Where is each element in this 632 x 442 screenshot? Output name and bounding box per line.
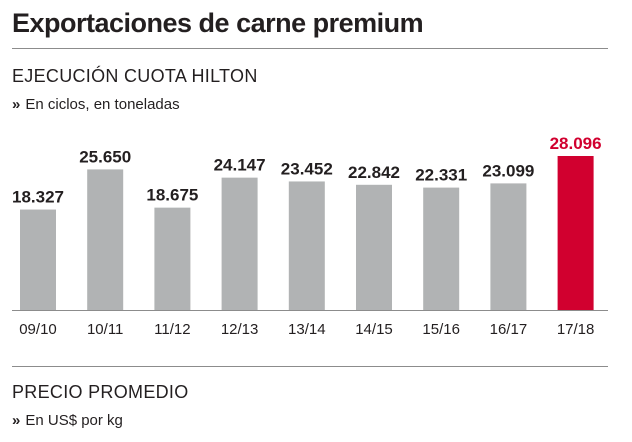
value-label: 18.675 bbox=[146, 186, 198, 205]
value-label: 24.147 bbox=[214, 156, 266, 175]
bar-chart: 18.327 09/10 25.650 10/11 18.675 11/12 24.147 1… bbox=[12, 134, 608, 338]
section-divider bbox=[12, 366, 608, 367]
category-label: 11/12 bbox=[154, 321, 190, 338]
section-title-precio: PRECIO PROMEDIO bbox=[12, 382, 189, 402]
bar-17-18 bbox=[557, 156, 594, 310]
value-label: 28.096 bbox=[550, 134, 602, 153]
title-divider bbox=[12, 48, 608, 49]
category-label: 15/16 bbox=[422, 321, 460, 338]
value-label: 25.650 bbox=[79, 147, 131, 166]
value-label: 18.327 bbox=[12, 188, 64, 207]
chart-title: Exportaciones de carne premium bbox=[12, 8, 424, 38]
category-label: 12/13 bbox=[221, 321, 259, 338]
bar-13-14 bbox=[288, 181, 325, 310]
subtitle-text: En ciclos, en toneladas bbox=[25, 96, 180, 113]
subtitle-text: En US$ por kg bbox=[25, 412, 123, 429]
bar-11-12 bbox=[154, 207, 191, 310]
category-label: 10/11 bbox=[87, 321, 123, 338]
category-label: 16/17 bbox=[490, 321, 528, 338]
value-label: 22.331 bbox=[415, 166, 467, 185]
value-label: 22.842 bbox=[348, 163, 400, 182]
section-title-hilton: EJECUCIÓN CUOTA HILTON bbox=[12, 66, 258, 86]
bar-12-13 bbox=[221, 177, 258, 310]
value-label: 23.452 bbox=[281, 159, 333, 178]
chevron-icon: » bbox=[12, 412, 21, 429]
bar-15-16 bbox=[423, 187, 460, 310]
chevron-icon: » bbox=[12, 96, 21, 113]
section-subtitle-precio: » En US$ por kg bbox=[12, 412, 123, 429]
category-label: 13/14 bbox=[288, 321, 326, 338]
category-label: 14/15 bbox=[355, 321, 393, 338]
bar-14-15 bbox=[356, 184, 392, 310]
bar-16-17 bbox=[490, 183, 527, 310]
bar-10-11 bbox=[87, 169, 124, 310]
category-label: 17/18 bbox=[557, 321, 595, 338]
category-label: 09/10 bbox=[19, 321, 57, 338]
value-label: 23.099 bbox=[482, 161, 534, 180]
bar-09-10 bbox=[20, 209, 56, 310]
section-subtitle-hilton: » En ciclos, en toneladas bbox=[12, 96, 180, 113]
